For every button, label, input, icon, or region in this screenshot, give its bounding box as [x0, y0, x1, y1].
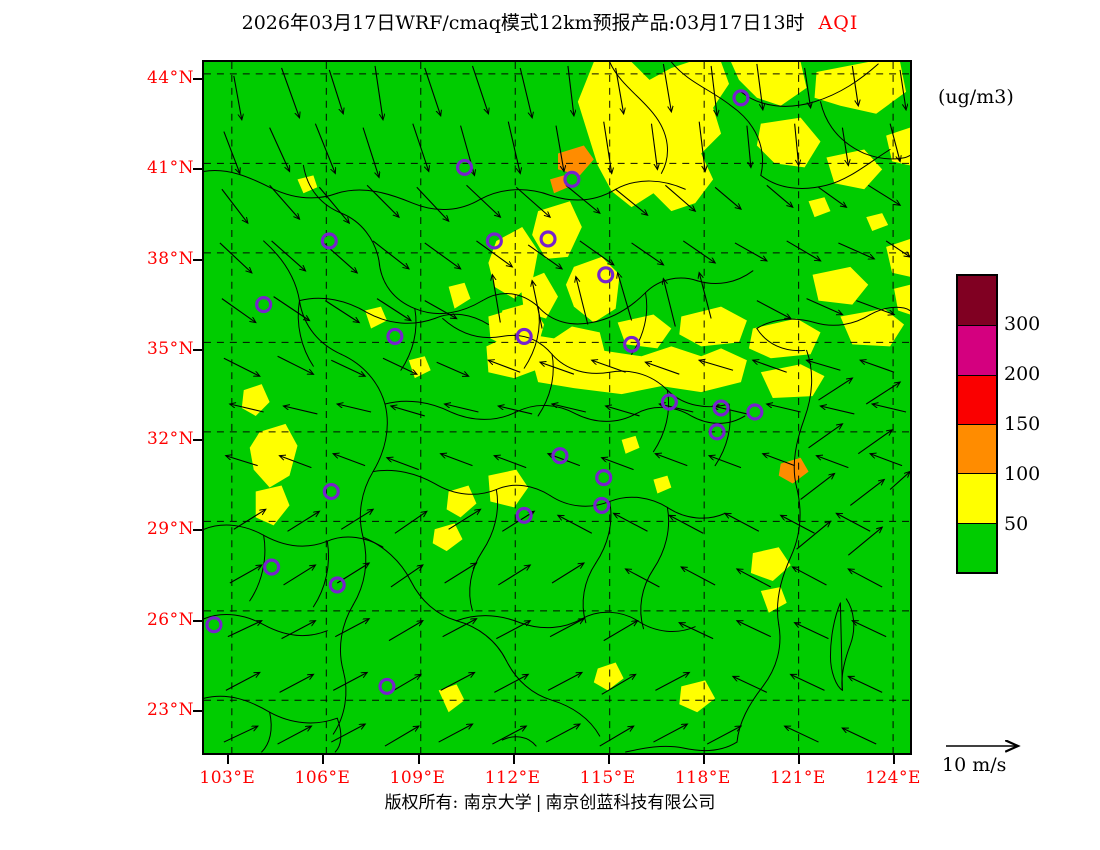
lon-tick-label: 103°E [199, 768, 256, 788]
forecast-map[interactable] [202, 60, 912, 755]
lat-tick-label: 23°N [146, 699, 194, 720]
colorbar-tick-label: 100 [1004, 463, 1041, 485]
colorbar-tick-label: 150 [1004, 413, 1041, 435]
lon-tick-mark [607, 755, 610, 764]
colorbar-band [958, 276, 996, 326]
lat-tick-label: 35°N [146, 338, 194, 359]
lat-tick-mark [193, 439, 202, 442]
colorbar-tick-label: 200 [1004, 363, 1041, 385]
lat-tick-label: 44°N [146, 68, 194, 89]
lat-tick-label: 26°N [146, 609, 194, 630]
lat-tick-label: 32°N [146, 429, 194, 450]
lat-tick-label: 38°N [146, 248, 194, 269]
page-title: 2026年03月17日WRF/cmaq模式12km预报产品:03月17日13时 A… [0, 8, 1100, 35]
lat-tick-mark [193, 258, 202, 261]
footer-copyright-text: 版权所有: 南京大学 [384, 793, 532, 813]
colorbar-band [958, 374, 996, 424]
colorbar-band [958, 473, 996, 523]
colorbar-tick-label: 50 [1004, 513, 1029, 535]
lat-tick-mark [193, 348, 202, 351]
lon-tick-label: 115°E [579, 768, 636, 788]
lon-tick-mark [512, 755, 515, 764]
footer-separator: | [535, 793, 542, 813]
lat-tick-mark [193, 529, 202, 532]
lon-tick-label: 121°E [769, 768, 826, 788]
lat-tick-mark [193, 78, 202, 81]
lon-tick-label: 109°E [389, 768, 446, 788]
lat-tick-mark [193, 619, 202, 622]
lon-tick-mark [702, 755, 705, 764]
wind-vector-scale: 10 m/s [940, 732, 1090, 782]
map-canvas [204, 62, 910, 753]
lon-tick-mark [322, 755, 325, 764]
lon-tick-label: 112°E [484, 768, 541, 788]
footer-copyright: 版权所有: 南京大学 | 南京创蓝科技有限公司 [0, 788, 1100, 813]
lon-tick-mark [417, 755, 420, 764]
colorbar-band [958, 325, 996, 375]
lon-tick-label: 124°E [865, 768, 921, 788]
title-main-text: 2026年03月17日WRF/cmaq模式12km预报产品:03月17日13时 [241, 12, 805, 34]
latitude-axis: 44°N 41°N 38°N 35°N 32°N 29°N 26°N 23°N [0, 0, 194, 850]
longitude-axis: 103°E 106°E 109°E 112°E 115°E 118°E 121°E 124°E [0, 768, 1100, 798]
lon-tick-label: 118°E [674, 768, 731, 788]
colorbar-tick-label: 300 [1004, 313, 1041, 335]
right-arrow-icon [946, 732, 1090, 758]
lon-tick-mark [227, 755, 230, 764]
title-variable-text: AQI [818, 12, 859, 34]
colorbar-band [958, 522, 996, 572]
lon-tick-mark [892, 755, 895, 764]
lon-tick-label: 106°E [294, 768, 351, 788]
lat-tick-mark [193, 709, 202, 712]
colorbar-unit-label: (ug/m3) [938, 86, 1014, 108]
colorbar-legend[interactable]: 300 200 150 100 50 [956, 274, 1040, 574]
colorbar-band [958, 423, 996, 474]
colorbar-bands [956, 274, 998, 574]
wind-scale-label: 10 m/s [942, 754, 1007, 776]
lat-tick-label: 41°N [146, 158, 194, 179]
footer-company-text: 南京创蓝科技有限公司 [545, 793, 716, 813]
lat-tick-mark [193, 168, 202, 171]
lat-tick-label: 29°N [146, 519, 194, 540]
lon-tick-mark [797, 755, 800, 764]
